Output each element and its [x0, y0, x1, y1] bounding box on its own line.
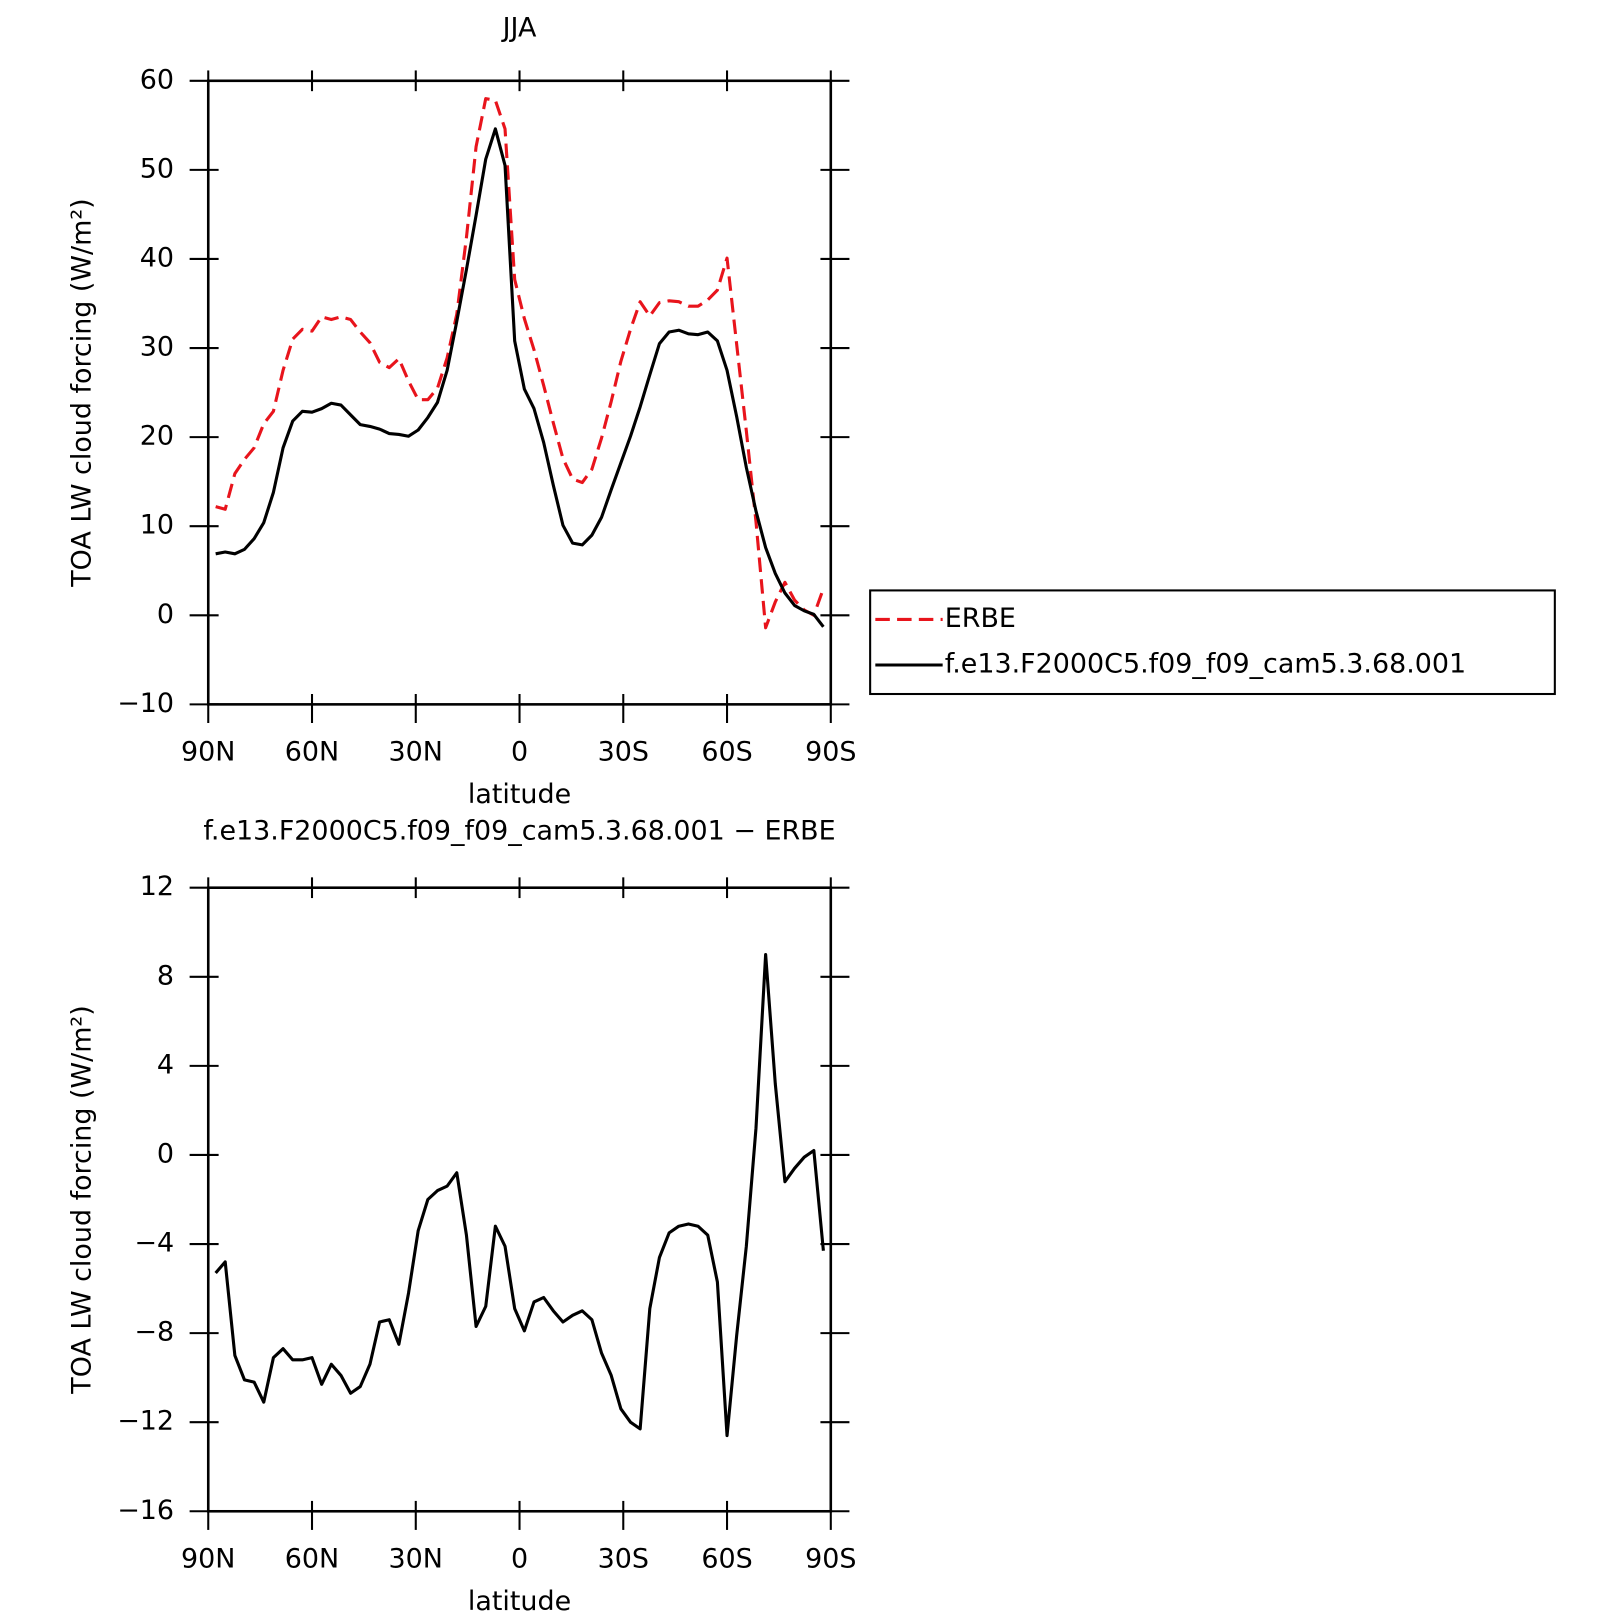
y-tick-label: 60: [140, 64, 174, 95]
plot-frame: [206, 79, 833, 706]
x-tick-label: 0: [511, 737, 528, 768]
legend-box: [869, 589, 1556, 696]
y-axis-label: TOA LW cloud forcing (W/m²): [66, 1005, 97, 1394]
x-tick-label: 60S: [701, 737, 752, 768]
y-tick-label: 12: [140, 871, 174, 902]
y-tick-label: 20: [140, 421, 174, 452]
x-tick-label: 90S: [805, 1543, 856, 1574]
x-tick-label: 60N: [285, 1543, 339, 1574]
y-tick-label: −4: [134, 1228, 174, 1259]
x-tick-label: 90N: [181, 1543, 235, 1574]
y-tick-label: −12: [117, 1406, 174, 1437]
x-tick-label: 30N: [389, 1543, 443, 1574]
x-axis-label: latitude: [468, 1586, 571, 1617]
y-tick-label: −16: [117, 1495, 174, 1526]
y-tick-label: 30: [140, 332, 174, 363]
x-axis-label: latitude: [468, 779, 571, 810]
y-tick-label: 40: [140, 242, 174, 273]
x-tick-label: 30S: [598, 1543, 649, 1574]
x-tick-label: 90N: [181, 737, 235, 768]
y-tick-label: −8: [134, 1317, 174, 1348]
plot-frame: [206, 886, 833, 1513]
y-axis-label: TOA LW cloud forcing (W/m²): [66, 198, 97, 587]
x-tick-label: 60S: [701, 1543, 752, 1574]
y-tick-label: 50: [140, 153, 174, 184]
y-tick-label: −10: [117, 688, 174, 719]
data-line: [215, 97, 825, 630]
legend-label: f.e13.F2000C5.f09_f09_cam5.3.68.001: [945, 649, 1466, 680]
data-line: [214, 952, 825, 1438]
chart-title: JJA: [501, 13, 537, 44]
chart-title: f.e13.F2000C5.f09_f09_cam5.3.68.001 − ER…: [203, 815, 835, 846]
x-tick-label: 60N: [285, 737, 339, 768]
x-tick-label: 30N: [389, 737, 443, 768]
x-tick-label: 90S: [805, 737, 856, 768]
data-line: [215, 127, 825, 628]
y-tick-label: 8: [157, 960, 174, 991]
x-tick-label: 0: [511, 1543, 528, 1574]
y-tick-label: 0: [157, 1138, 174, 1169]
x-tick-label: 30S: [598, 737, 649, 768]
y-tick-label: 10: [140, 510, 174, 541]
y-tick-label: 4: [157, 1049, 174, 1080]
legend-label: ERBE: [945, 603, 1016, 634]
y-tick-label: 0: [157, 599, 174, 630]
